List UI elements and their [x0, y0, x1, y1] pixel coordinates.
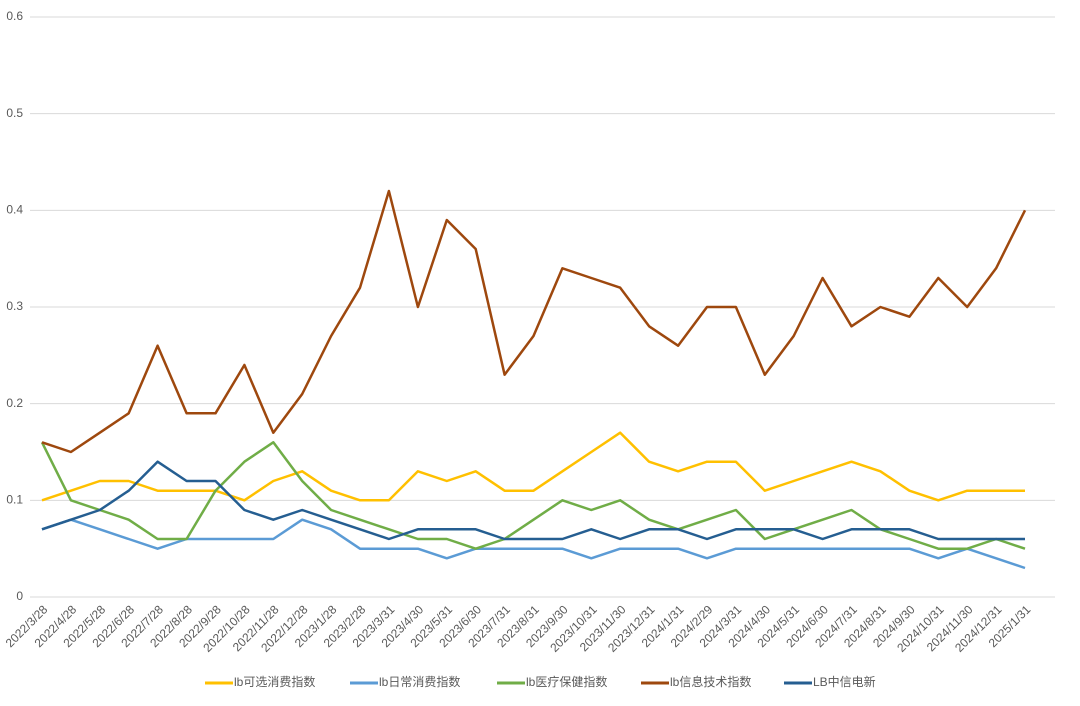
y-tick-label: 0 [16, 589, 23, 603]
legend-label: lb日常消费指数 [379, 674, 460, 689]
y-tick-label: 0.5 [6, 106, 23, 120]
y-tick-label: 0.4 [6, 203, 23, 217]
legend-label: LB中信电新 [813, 674, 876, 689]
line-series [41, 431, 1025, 502]
y-tick-label: 0.3 [6, 299, 23, 313]
legend-label: lb信息技术指数 [670, 674, 751, 689]
y-tick-label: 0.1 [6, 493, 23, 507]
line-series [41, 518, 1026, 570]
y-tick-label: 0.6 [6, 9, 23, 23]
legend-label: lb可选消费指数 [234, 674, 315, 689]
line-series [40, 441, 1026, 550]
legend-label: lb医疗保健指数 [526, 674, 607, 689]
y-tick-label: 0.2 [6, 396, 23, 410]
line-series [41, 189, 1027, 454]
line-series [41, 460, 1025, 541]
